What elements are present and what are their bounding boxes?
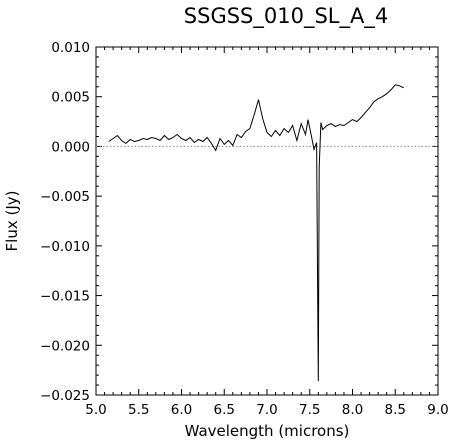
y-tick-label: 0.010 xyxy=(51,40,90,56)
x-tick-label: 6.0 xyxy=(171,402,192,418)
x-tick-label: 7.5 xyxy=(299,402,320,418)
y-axis: 0.010 0.005 0.000 −0.005 −0.010 −0.015 −0.020 −… xyxy=(40,40,438,404)
x-axis: 5.0 5.5 6.0 6.5 7.0 7.5 8.0 8.5 9.0 xyxy=(85,47,449,418)
y-tick-label: 0.005 xyxy=(51,90,90,106)
x-tick-label: 9.0 xyxy=(427,402,448,418)
x-tick-label: 8.0 xyxy=(342,402,363,418)
x-tick-label: 6.5 xyxy=(214,402,235,418)
x-tick-label: 5.0 xyxy=(85,402,106,418)
plot-frame xyxy=(95,46,439,396)
y-tick-label: −0.005 xyxy=(40,189,90,205)
x-axis-label: Wavelength (microns) xyxy=(185,422,350,440)
chart-title: SSGSS_010_SL_A_4 xyxy=(184,4,388,29)
x-tick-label: 7.0 xyxy=(256,402,277,418)
x-tick-label: 5.5 xyxy=(128,402,149,418)
y-axis-label: Flux (Jy) xyxy=(3,191,21,252)
y-tick-label: −0.015 xyxy=(40,289,90,305)
y-tick-label: −0.020 xyxy=(40,338,90,354)
y-tick-label: 0.000 xyxy=(51,139,90,155)
y-tick-label: −0.010 xyxy=(40,239,90,255)
flux-series-line xyxy=(108,84,405,382)
x-tick-label: 8.5 xyxy=(385,402,406,418)
y-tick-label: −0.025 xyxy=(40,388,90,404)
